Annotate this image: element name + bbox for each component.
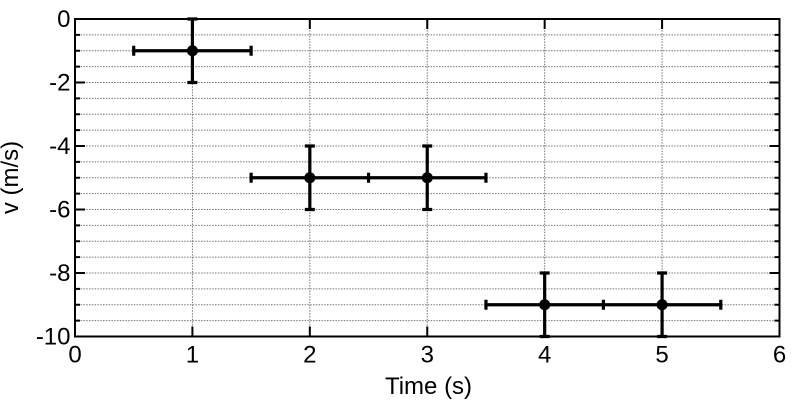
svg-text:2: 2 (303, 342, 316, 369)
svg-text:-10: -10 (36, 324, 71, 351)
svg-text:-4: -4 (49, 133, 70, 160)
svg-text:4: 4 (538, 342, 551, 369)
svg-text:Time (s): Time (s) (385, 373, 472, 400)
svg-text:5: 5 (655, 342, 668, 369)
svg-text:0: 0 (68, 342, 81, 369)
svg-text:0: 0 (57, 6, 70, 33)
svg-text:-2: -2 (49, 70, 70, 97)
svg-text:v (m/s): v (m/s) (0, 141, 24, 214)
svg-text:-6: -6 (49, 197, 70, 224)
svg-text:-8: -8 (49, 260, 70, 287)
svg-text:1: 1 (186, 342, 199, 369)
svg-text:3: 3 (421, 342, 434, 369)
svg-text:6: 6 (773, 342, 786, 369)
